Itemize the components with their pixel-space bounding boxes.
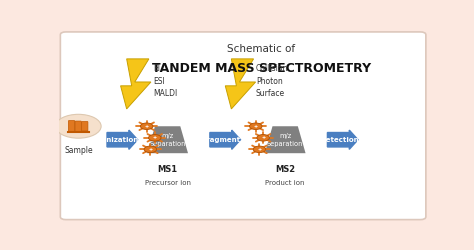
Circle shape (257, 134, 269, 141)
Text: Fragment: Fragment (203, 137, 241, 143)
Circle shape (148, 134, 161, 141)
Text: +: + (254, 124, 258, 129)
FancyBboxPatch shape (60, 32, 426, 220)
Circle shape (144, 146, 156, 152)
Circle shape (55, 114, 101, 138)
Text: ESI: ESI (153, 76, 164, 86)
FancyBboxPatch shape (82, 122, 88, 131)
Text: +: + (257, 147, 262, 152)
FancyBboxPatch shape (68, 120, 75, 132)
Text: m/z
Separation: m/z Separation (149, 133, 186, 147)
Text: MALDI: MALDI (153, 89, 177, 98)
Text: Schematic of: Schematic of (227, 44, 295, 54)
Text: Detection: Detection (320, 137, 359, 143)
Polygon shape (120, 59, 151, 109)
Text: +: + (148, 147, 153, 152)
Text: MS1: MS1 (157, 165, 178, 174)
Circle shape (140, 123, 153, 130)
Text: EI: EI (153, 64, 160, 73)
Circle shape (253, 146, 266, 152)
Text: Sample: Sample (64, 146, 92, 155)
Polygon shape (147, 126, 188, 153)
Circle shape (249, 123, 262, 130)
Text: +: + (153, 135, 157, 140)
Polygon shape (225, 59, 255, 109)
Text: m/z
Separation: m/z Separation (267, 133, 303, 147)
Text: Product ion: Product ion (265, 180, 305, 186)
Text: Photon: Photon (256, 76, 283, 86)
Text: MS2: MS2 (275, 165, 295, 174)
FancyArrow shape (210, 130, 240, 149)
Text: +: + (261, 135, 265, 140)
Text: Ionization: Ionization (99, 137, 138, 143)
Text: TANDEM MASS SPECTROMETRY: TANDEM MASS SPECTROMETRY (152, 62, 371, 75)
Text: Precursor ion: Precursor ion (145, 180, 191, 186)
Polygon shape (265, 126, 306, 153)
Text: Collision: Collision (256, 64, 288, 73)
FancyBboxPatch shape (75, 121, 82, 132)
FancyArrow shape (328, 130, 358, 149)
FancyArrow shape (107, 130, 137, 149)
Text: +: + (145, 124, 149, 129)
Text: Surface: Surface (256, 89, 285, 98)
